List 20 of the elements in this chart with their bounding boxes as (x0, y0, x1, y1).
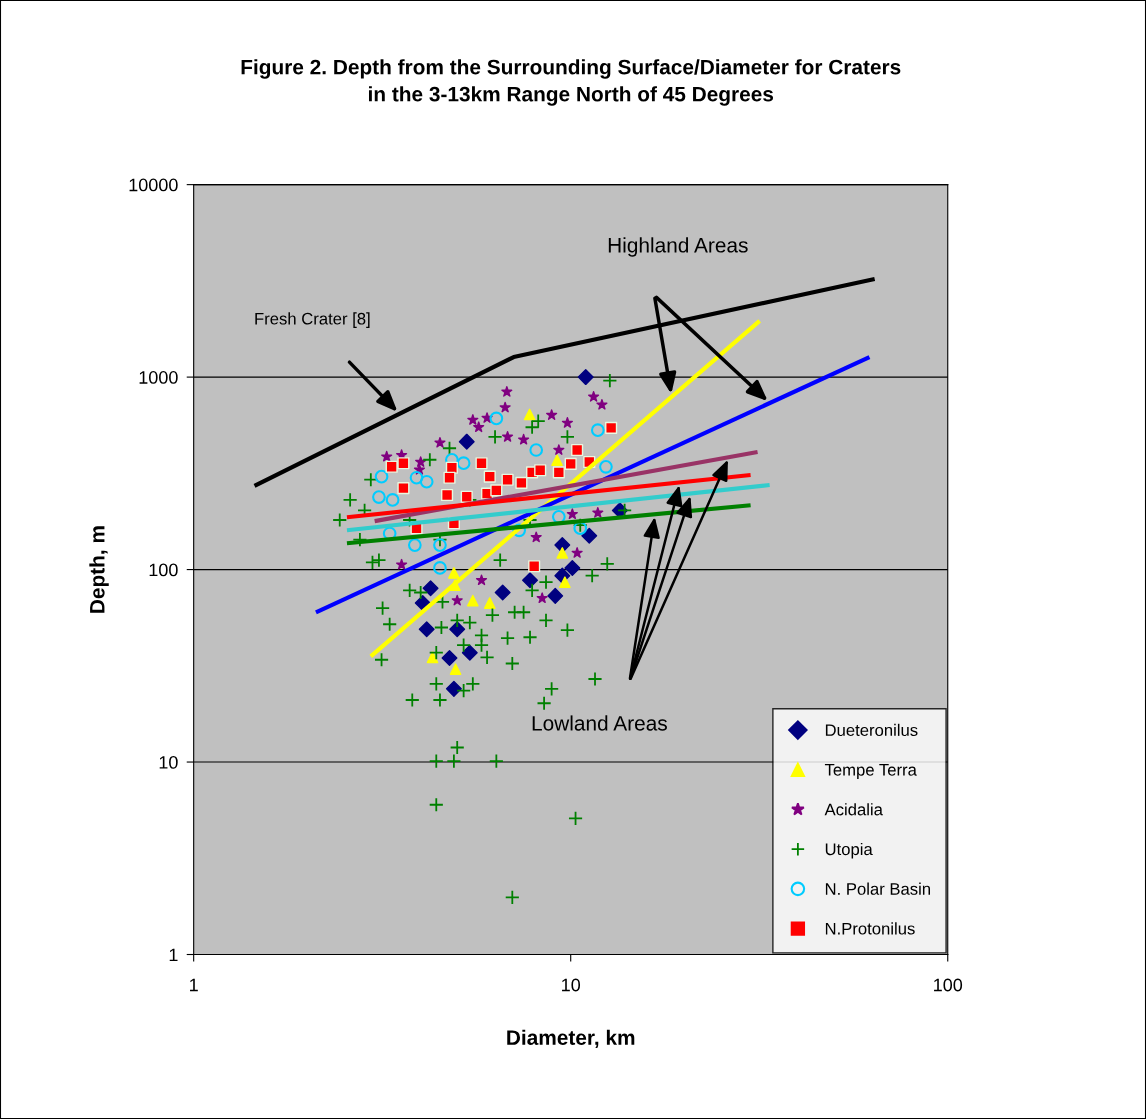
y-tick-label: 1 (169, 948, 178, 962)
y-tick-label: 100 (149, 563, 178, 577)
legend-label: N.Protonilus (825, 922, 915, 935)
x-axis-title: Diameter, km (507, 1029, 635, 1048)
annotation: Lowland Areas (532, 715, 667, 731)
annotation: Fresh Crater [8] (255, 312, 370, 328)
legend-label: Tempe Terra (824, 764, 917, 780)
legend-label: Acidalia (824, 803, 883, 816)
legend-label: N. Polar Basin (825, 882, 930, 895)
annotation: Highland Areas (608, 237, 748, 257)
chart-title: Figure 2. Depth from the Surrounding Surface/Diameter for Craters in the 3-13km Range North of 45 Degrees (241, 59, 901, 106)
x-tick-label: 10 (562, 978, 581, 992)
y-tick-label: 10000 (129, 178, 178, 192)
legend-label: Utopia (825, 842, 873, 859)
y-axis-title: Depth, m (89, 526, 109, 613)
y-tick-label: 10 (159, 755, 178, 769)
x-tick-label: 1 (190, 978, 198, 992)
x-tick-label: 100 (934, 978, 963, 992)
y-tick-label: 1000 (139, 371, 178, 384)
legend-label: Dueteronilus (825, 723, 918, 737)
